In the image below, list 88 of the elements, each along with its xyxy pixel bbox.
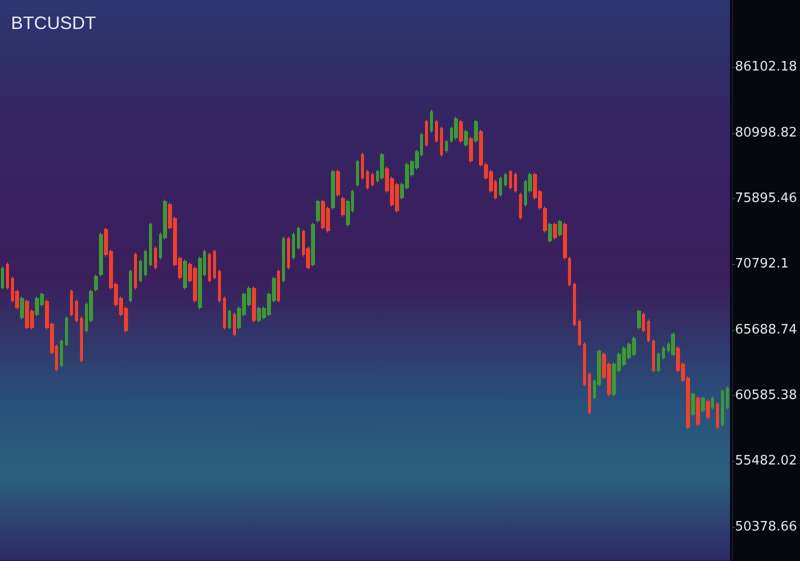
candlestick — [716, 402, 719, 430]
candlestick — [70, 289, 73, 317]
candlestick — [287, 236, 290, 270]
candlestick — [228, 308, 231, 330]
candlestick — [671, 332, 675, 357]
candlestick — [445, 139, 448, 154]
candlestick — [726, 386, 729, 410]
candlestick — [149, 222, 152, 267]
candlestick — [282, 236, 285, 283]
candlestick — [499, 176, 502, 198]
candlestick — [504, 172, 507, 188]
candlestick — [297, 226, 300, 250]
candlestick — [292, 232, 295, 260]
candlestick — [144, 249, 147, 278]
y-tick-label: 55482.02 — [734, 454, 797, 469]
candlestick — [435, 119, 438, 144]
candlestick — [218, 268, 221, 304]
candlestick — [652, 338, 655, 373]
candlestick — [553, 222, 557, 240]
candlestick — [6, 262, 9, 290]
candlestick — [129, 268, 132, 304]
candlestick — [361, 152, 364, 180]
candlestick — [380, 152, 384, 180]
candlestick — [514, 172, 517, 194]
candlestick — [459, 119, 463, 144]
candlestick — [657, 352, 660, 373]
candlestick — [464, 129, 468, 148]
candlestick — [430, 109, 433, 134]
candlestick — [588, 372, 591, 415]
y-tick-label: 86102.18 — [734, 60, 797, 75]
candlestick — [311, 222, 315, 267]
candlestick — [543, 206, 547, 234]
y-tick-label: 50378.66 — [734, 519, 797, 534]
candlestick — [154, 246, 157, 270]
candlestick — [509, 169, 512, 190]
candlestick — [583, 342, 586, 387]
candlestick — [371, 172, 374, 188]
candlestick — [65, 316, 68, 347]
candlestick — [721, 388, 724, 427]
candlestick — [223, 296, 226, 330]
candlestick — [696, 396, 700, 427]
candlestick — [440, 126, 443, 158]
candlestick — [208, 252, 211, 283]
candlestick — [80, 316, 83, 363]
candlestick — [356, 159, 359, 188]
candlestick — [568, 256, 571, 287]
candlestick — [573, 282, 576, 327]
candlestick — [233, 312, 236, 337]
candlestick — [134, 252, 137, 290]
candlestick — [94, 274, 98, 292]
candlestick — [642, 312, 645, 333]
candlestick — [662, 346, 665, 360]
candlestick — [474, 119, 478, 144]
candlestick — [1, 266, 4, 290]
candlestick — [706, 398, 710, 420]
candlestick — [701, 396, 705, 413]
candlestick — [20, 296, 24, 320]
candlestick — [647, 318, 650, 343]
text: BTCUSDT — [11, 13, 96, 33]
candlestick — [252, 286, 256, 323]
candlestick — [469, 136, 473, 164]
candlestick — [637, 308, 641, 330]
candlestick — [99, 232, 103, 278]
candlestick — [454, 116, 458, 140]
candlestick — [563, 222, 567, 260]
candlestick — [711, 396, 714, 410]
candlestick — [60, 338, 63, 368]
candlestick — [213, 249, 216, 280]
candlestick — [331, 169, 335, 210]
candlestick — [366, 169, 369, 190]
candlestick — [548, 222, 552, 244]
candlestick — [558, 219, 562, 238]
candlestick — [183, 259, 187, 290]
y-tick-label: 70792.1 — [734, 256, 789, 272]
candlestick — [578, 318, 581, 347]
candlestick — [341, 196, 345, 218]
y-tick-label: 60585.38 — [734, 388, 797, 403]
candlestick — [691, 392, 695, 417]
candlestick — [425, 119, 428, 148]
y-tick-label: 75895.46 — [734, 190, 797, 206]
candlestick — [519, 192, 522, 220]
candlestick — [277, 268, 280, 304]
candlestick — [75, 298, 78, 323]
y-tick-label: 65688.74 — [734, 322, 797, 338]
candlestick — [139, 259, 142, 283]
candlestick — [336, 169, 340, 198]
candlestick — [316, 199, 320, 224]
y-tick-label: 80998.82 — [734, 125, 797, 140]
